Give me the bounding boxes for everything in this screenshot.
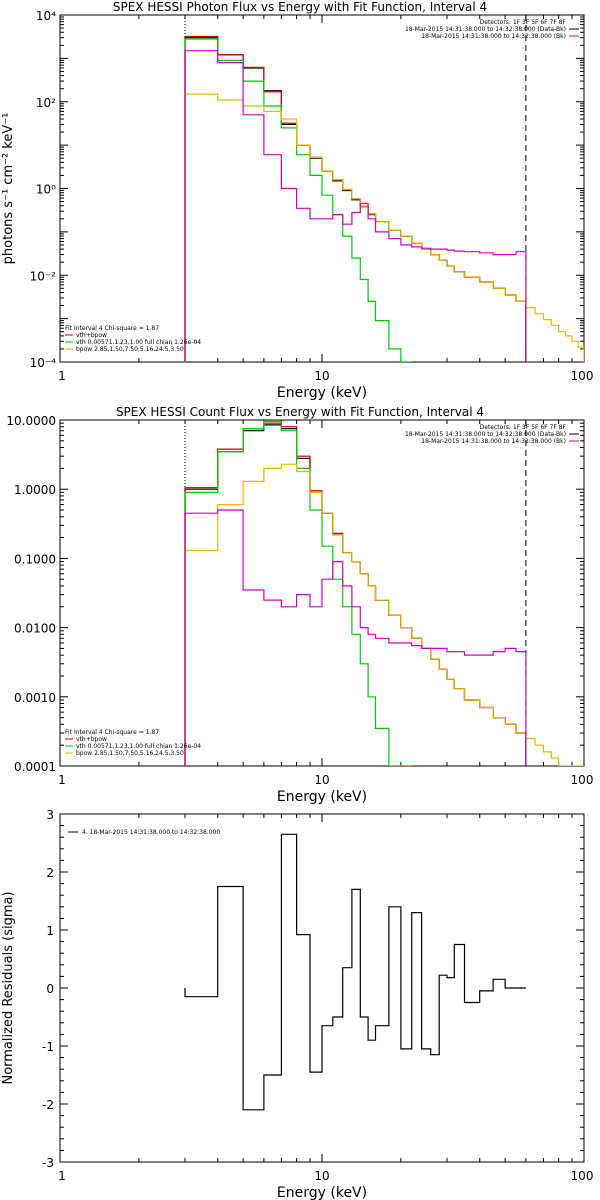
legend-bottom-entry: vth 0.00571,1.23,1.00 full chian 1.26e-0… [76, 339, 201, 346]
x-tick-label: 1 [58, 369, 66, 383]
legend-bottom-entry: Fit Interval 4 Chi-square = 1.87 [65, 729, 159, 736]
y-tick-label: -3 [42, 1156, 54, 1170]
series-vth-line [184, 38, 412, 362]
y-tick-label: 0.0100 [14, 622, 56, 636]
legend-bottom-entry: vth+bpow [76, 736, 107, 743]
series-group [184, 420, 584, 766]
series-group [184, 35, 584, 362]
y-tick-label: 10⁰ [36, 183, 56, 197]
legend-top-entry: Detectors: 1F 3F 5F 6F 7F 8F [480, 424, 567, 431]
x-tick-label: 1 [58, 773, 66, 787]
y-tick-label: 2 [46, 866, 54, 880]
legend-bottom-entry: bpow 2.85,1.50,7.50,5.16,24.5,3.50 [76, 346, 184, 353]
y-tick-label: -2 [42, 1098, 54, 1112]
legend-top-entry: 18-Mar-2015 14:31:38.000 to 14:32:38.000… [421, 438, 566, 445]
legend-top-entry: 18-Mar-2015 14:31:38.000 to 14:32:38.000… [405, 431, 566, 438]
x-tick-label: 10 [314, 369, 329, 383]
y-tick-label: 1.0000 [14, 483, 56, 497]
y-axis-label: photons s⁻¹ cm⁻² keV⁻¹ [1, 113, 16, 265]
series-data-line [184, 37, 527, 362]
series-data-line [184, 424, 527, 766]
x-axis-label: Energy (keV) [277, 1185, 367, 1200]
series-vth-line [184, 420, 412, 766]
y-tick-label: 10⁻² [30, 269, 57, 283]
x-tick-label: 100 [571, 1169, 594, 1183]
y-tick-label: 10² [36, 96, 56, 110]
series-model_total-line [184, 422, 527, 766]
legend-top-entry: 18-Mar-2015 14:31:38.000 to 14:32:38.000… [405, 26, 566, 33]
series-group [184, 833, 526, 1111]
y-tick-label: 0 [46, 982, 54, 996]
legend-entry: 4. 18-Mar-2015 14:31:38.000 to 14:32:38.… [82, 829, 220, 836]
legend-top-entry: Detectors: 1F 3F 5F 6F 7F 8F [480, 19, 567, 26]
y-tick-label: 10.0000 [6, 414, 56, 428]
legend-bottom-entry: vth+bpow [76, 332, 107, 339]
panel-3: 1 10 100 Energy (keV) -3 -2 -1 0 1 2 3 Normalized R… [1, 808, 593, 1200]
panel-1: 1 10 100 Energy (keV) 10⁻⁴ 10⁻² 10⁰ 10² 10⁴ photo… [1, 0, 593, 401]
y-tick-label: 0.0010 [14, 691, 56, 705]
y-tick-label: 0.0001 [14, 760, 56, 774]
legend-bottom-entry: Fit Interval 4 Chi-square = 1.87 [65, 325, 159, 332]
x-tick-label: 100 [571, 369, 594, 383]
legend-bottom-entry: bpow 2.85,1.50,7.50,5.16,24.5,3.50 [76, 750, 184, 757]
x-tick-label: 10 [314, 1169, 329, 1183]
series-background-line [184, 50, 527, 362]
y-tick-label: 1 [46, 924, 54, 938]
y-axis-label: Normalized Residuals (sigma) [1, 891, 16, 1084]
series-background-line [184, 509, 527, 766]
chart-title: SPEX HESSI Photon Flux vs Energy with Fi… [113, 0, 487, 14]
x-axis-label: Energy (keV) [277, 385, 367, 401]
x-tick-label: 1 [58, 1169, 66, 1183]
y-tick-label: -1 [42, 1040, 54, 1054]
legend-top-entry: 18-Mar-2015 14:31:38.000 to 14:32:38.000… [421, 33, 566, 40]
y-tick-label: 0.1000 [14, 552, 56, 566]
series-bpow-line [184, 463, 584, 766]
series-bpow-line [184, 93, 584, 362]
x-axis-label: Energy (keV) [277, 789, 367, 805]
x-tick-label: 100 [571, 773, 594, 787]
x-tick-label: 10 [314, 773, 329, 787]
y-tick-label: 3 [46, 808, 54, 822]
legend-bottom-entry: vth 0.00571,1.23,1.00 full chian 1.26e-0… [76, 743, 201, 750]
y-tick-label: 10⁴ [36, 9, 56, 23]
y-tick-label: 10⁻⁴ [30, 356, 57, 370]
series-data-line [184, 833, 526, 1111]
panel-2: 1 10 100 Energy (keV) 0.0001 0.0010 0.0100 0.10… [6, 405, 593, 805]
chart-title: SPEX HESSI Count Flux vs Energy with Fit… [116, 405, 484, 419]
